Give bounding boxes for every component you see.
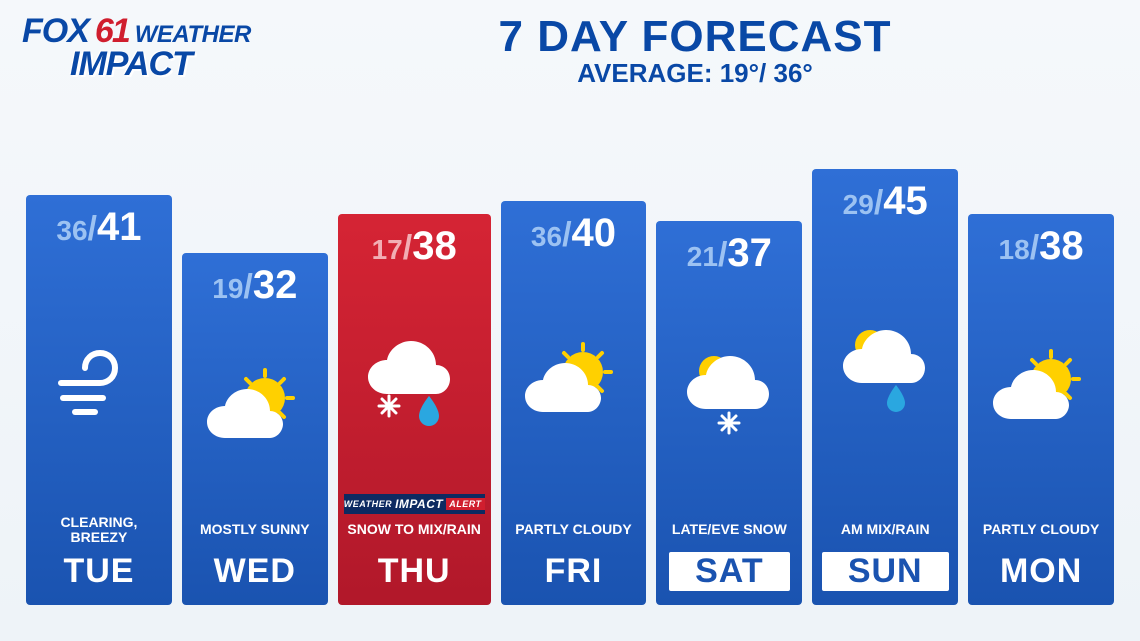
forecast-cards-row: 36/41 CLEARING, BREEZYTUE19/32 MOSTLY SU… bbox=[26, 169, 1114, 606]
temp-slash: / bbox=[243, 268, 252, 306]
day-abbr: WED bbox=[214, 552, 296, 591]
day-abbr: MON bbox=[1000, 552, 1082, 591]
temp-high: 40 bbox=[572, 211, 617, 255]
condition-text: PARTLY CLOUDY bbox=[515, 514, 631, 546]
snow-rain-icon bbox=[359, 334, 469, 429]
sun-cloud-icon bbox=[986, 347, 1096, 437]
temp-range: 29/45 bbox=[843, 179, 928, 224]
temp-slash: / bbox=[88, 210, 97, 248]
temp-low: 21 bbox=[687, 241, 718, 272]
temp-range: 19/32 bbox=[212, 263, 297, 308]
day-abbr: SAT bbox=[669, 552, 789, 591]
temp-high: 37 bbox=[727, 231, 772, 275]
weather-icon-wrap bbox=[818, 224, 952, 515]
condition-text: CLEARING, BREEZY bbox=[32, 514, 166, 546]
station-logo: FOX61 WEATHER IMPACT bbox=[22, 12, 272, 84]
forecast-card-fri: 36/40 PARTLY CLOUDY FRI bbox=[501, 201, 647, 605]
day-abbr: SUN bbox=[822, 552, 949, 591]
wind-icon bbox=[49, 342, 149, 422]
logo-impact-text: IMPACT bbox=[70, 45, 272, 84]
weather-icon-wrap bbox=[344, 269, 485, 494]
cloud-snow-icon bbox=[674, 347, 784, 442]
temp-high: 38 bbox=[1039, 224, 1084, 268]
day-abbr: FRI bbox=[545, 552, 603, 591]
temp-slash: / bbox=[562, 216, 571, 254]
day-abbr: THU bbox=[378, 552, 451, 591]
condition-text: AM MIX/RAIN bbox=[841, 514, 930, 546]
cloud-rain-icon bbox=[830, 321, 940, 416]
temp-range: 21/37 bbox=[687, 231, 772, 276]
condition-text: LATE/EVE SNOW bbox=[672, 514, 787, 546]
average-subtitle: AVERAGE: 19°/ 36° bbox=[272, 58, 1118, 89]
temp-low: 36 bbox=[531, 221, 562, 252]
temp-high: 32 bbox=[253, 263, 298, 307]
weather-icon-wrap bbox=[188, 308, 322, 514]
weather-impact-alert-badge: WEATHERIMPACTALERT bbox=[344, 494, 485, 514]
weather-icon-wrap bbox=[32, 250, 166, 515]
temp-slash: / bbox=[874, 184, 883, 222]
temp-low: 17 bbox=[372, 234, 403, 265]
temp-high: 38 bbox=[412, 224, 457, 268]
forecast-title: 7 DAY FORECAST bbox=[272, 12, 1118, 62]
weather-icon-wrap bbox=[974, 269, 1108, 514]
condition-text: PARTLY CLOUDY bbox=[983, 514, 1099, 546]
condition-text: SNOW TO MIX/RAIN bbox=[347, 514, 481, 546]
temp-low: 36 bbox=[56, 215, 87, 246]
badge-alert-text: ALERT bbox=[446, 498, 484, 510]
condition-text: MOSTLY SUNNY bbox=[200, 514, 310, 546]
day-abbr: TUE bbox=[63, 552, 134, 591]
temp-high: 45 bbox=[883, 179, 928, 223]
forecast-card-thu: 17/38 WEATHERIMPACTALERTSNOW TO MIX/RAIN… bbox=[338, 214, 491, 605]
forecast-card-tue: 36/41 CLEARING, BREEZY TUE bbox=[26, 195, 172, 606]
temp-range: 36/40 bbox=[531, 211, 616, 256]
temp-low: 19 bbox=[212, 273, 243, 304]
badge-weather-text: WEATHER bbox=[344, 499, 392, 509]
weather-icon-wrap bbox=[662, 276, 796, 515]
temp-range: 18/38 bbox=[999, 224, 1084, 269]
sun-cloud-icon bbox=[518, 340, 628, 430]
forecast-card-mon: 18/38 PARTLY CLOUDY MON bbox=[968, 214, 1114, 605]
forecast-card-sun: 29/45 AM MIX/RAIN SUN bbox=[812, 169, 958, 606]
temp-high: 41 bbox=[97, 205, 142, 249]
temp-range: 17/38 bbox=[372, 224, 457, 269]
temp-slash: / bbox=[403, 229, 412, 267]
forecast-card-wed: 19/32 MOSTLY SUNNY WED bbox=[182, 253, 328, 605]
temp-slash: / bbox=[1030, 229, 1039, 267]
temp-low: 18 bbox=[999, 234, 1030, 265]
forecast-card-sat: 21/37 LATE/EVE SNOW SAT bbox=[656, 221, 802, 606]
temp-range: 36/41 bbox=[56, 205, 141, 250]
temp-slash: / bbox=[718, 236, 727, 274]
temp-low: 29 bbox=[843, 189, 874, 220]
badge-impact-text: IMPACT bbox=[395, 497, 443, 511]
weather-icon-wrap bbox=[507, 256, 641, 514]
title-block: 7 DAY FORECAST AVERAGE: 19°/ 36° bbox=[272, 12, 1118, 89]
header: FOX61 WEATHER IMPACT 7 DAY FORECAST AVER… bbox=[0, 0, 1140, 89]
sun-cloud-icon bbox=[200, 366, 310, 456]
